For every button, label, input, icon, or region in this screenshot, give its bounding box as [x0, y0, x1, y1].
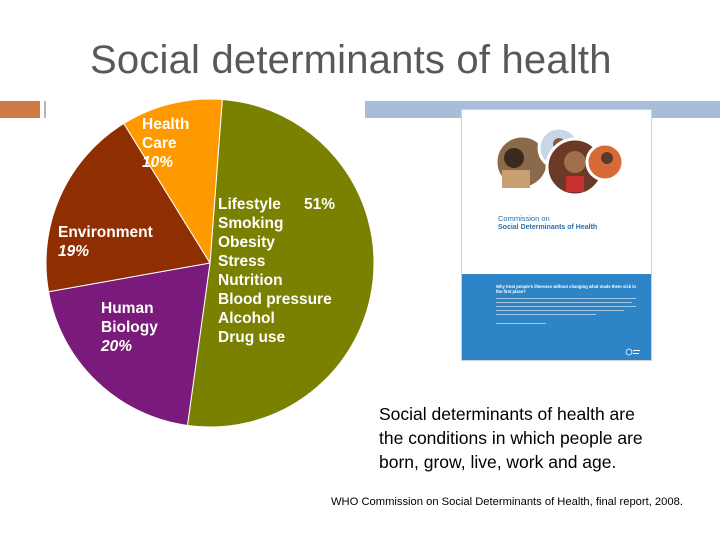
pie-slice-human-biology — [47, 262, 211, 427]
cover-title: Commission on Social Determinants of Hea… — [498, 214, 638, 232]
pie-slice-lifestyle — [186, 98, 375, 428]
source-citation: WHO Commission on Social Determinants of… — [331, 496, 683, 508]
cover-text-line — [496, 306, 636, 307]
slice-item-nutrition: Nutrition — [218, 272, 283, 289]
cover-title-line1: Commission on — [498, 214, 550, 223]
pie-slice-health-care — [123, 98, 223, 265]
slice-label-lifestyle: Lifestyle — [218, 196, 281, 213]
cover-text-line — [496, 310, 624, 311]
cover-title-line2: Social Determinants of Health — [498, 224, 598, 231]
cover-text-line — [496, 298, 636, 299]
cover-tagline: Why treat people’s illnesses without cha… — [496, 284, 636, 294]
slide-title: Social determinants of health — [90, 38, 612, 82]
slice-item-alcohol: Alcohol — [218, 310, 275, 327]
slice-label-human-biology-0: Human — [101, 300, 154, 317]
slice-value-health-care: 10% — [142, 154, 173, 171]
slice-value-human-biology: 20% — [100, 338, 132, 355]
cover-text-line — [496, 323, 546, 324]
cover-text-line — [496, 302, 632, 303]
accent-divider — [44, 101, 46, 118]
slice-item-stress: Stress — [218, 253, 265, 270]
cover-photo-collage — [494, 126, 625, 197]
slice-item-obesity: Obesity — [218, 234, 275, 251]
who-logo-icon — [625, 348, 640, 356]
slice-label-health-care-0: Health — [142, 116, 189, 133]
slice-label-health-care-1: Care — [142, 135, 177, 152]
slice-label-environment-0: Environment — [58, 224, 153, 241]
slice-item-drug-use: Drug use — [218, 329, 286, 346]
slice-value-lifestyle: 51% — [304, 196, 335, 213]
cover-text-line — [496, 314, 596, 315]
slice-item-blood-pressure: Blood pressure — [218, 291, 332, 308]
slice-label-human-biology-1: Biology — [101, 319, 158, 336]
pie-slice-environment — [45, 122, 211, 293]
report-cover: Commission on Social Determinants of Hea… — [461, 109, 652, 361]
slice-value-environment: 19% — [58, 243, 89, 260]
slice-item-smoking: Smoking — [218, 215, 283, 232]
accent-bar-left — [0, 101, 40, 118]
definition-quote: Social determinants of health are the co… — [379, 404, 643, 472]
cover-blue-band: Why treat people’s illnesses without cha… — [462, 274, 651, 360]
